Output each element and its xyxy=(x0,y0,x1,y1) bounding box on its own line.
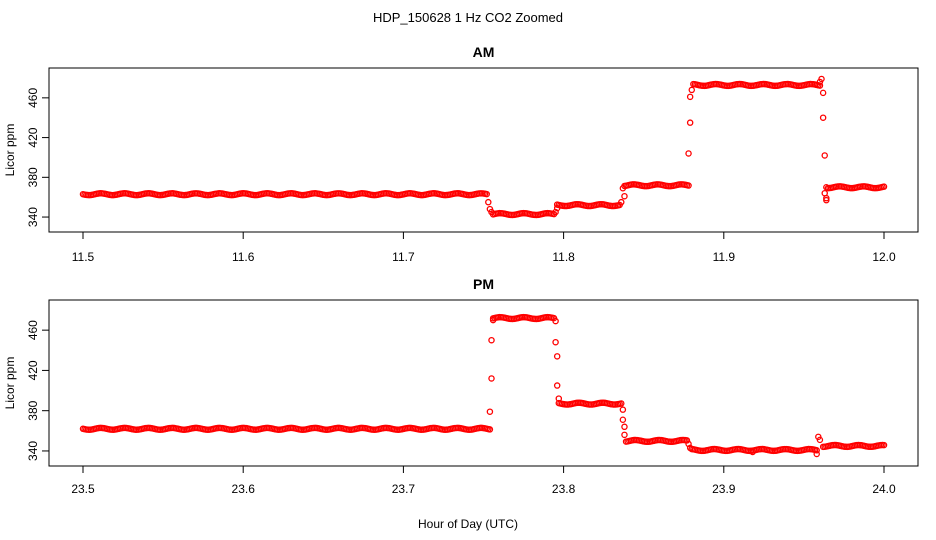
pm-x-tick-label: 23.7 xyxy=(392,482,416,496)
pm-data-point xyxy=(488,375,495,382)
pm-data-point xyxy=(488,336,495,344)
pm-panel: PM 23.5 23.6 23.7 23.8 23.9 24.0 340 380 420 460 Li… xyxy=(3,276,919,496)
pm-x-tick-label: 24.0 xyxy=(872,482,896,496)
pm-data-point xyxy=(552,338,559,346)
pm-plateau-point xyxy=(813,447,820,454)
pm-data-point xyxy=(486,408,494,415)
am-data-point xyxy=(819,114,827,121)
pm-plateau-point xyxy=(618,400,625,407)
pm-panel-title: PM xyxy=(473,276,494,292)
am-data-point xyxy=(818,75,825,83)
pm-data-point xyxy=(816,436,824,444)
am-plateau-point xyxy=(483,190,490,198)
am-data-point xyxy=(686,119,694,126)
am-data-point xyxy=(688,86,696,94)
pm-data-point xyxy=(621,431,628,439)
pm-data-point xyxy=(621,423,628,431)
pm-data-point xyxy=(686,444,694,452)
pm-data-point xyxy=(555,395,563,402)
am-y-axis-label: Licor ppm xyxy=(3,124,17,177)
am-data-point xyxy=(619,184,627,192)
am-plateau-point xyxy=(816,82,824,89)
am-x-tick-label: 11.5 xyxy=(72,250,95,264)
am-x-tick-label: 11.8 xyxy=(552,250,575,264)
pm-data-point xyxy=(553,382,561,389)
am-x-tick-label: 11.9 xyxy=(713,250,736,264)
am-data-point xyxy=(621,192,628,200)
pm-data-point xyxy=(749,448,756,456)
pm-x-tick-label: 23.5 xyxy=(71,482,95,496)
am-data-point xyxy=(488,208,495,216)
figure-title: HDP_150628 1 Hz CO2 Zoomed xyxy=(373,10,563,25)
am-data-point xyxy=(618,198,625,206)
pm-data-point xyxy=(553,353,561,360)
am-data-point xyxy=(823,194,830,202)
am-plateau-point xyxy=(685,182,692,189)
am-data-point xyxy=(821,152,828,159)
am-data-points xyxy=(79,75,888,219)
pm-x-tick-label: 23.9 xyxy=(712,482,736,496)
pm-plateau-point xyxy=(486,426,494,433)
pm-y-tick-label: 380 xyxy=(26,400,40,420)
pm-plateau-point xyxy=(880,441,888,449)
am-y-tick-label: 460 xyxy=(26,88,40,108)
am-plot-frame xyxy=(48,67,919,233)
pm-y-tick-label: 460 xyxy=(26,320,40,340)
pm-y-axis-label: Licor ppm xyxy=(3,357,17,410)
pm-data-points xyxy=(79,313,888,458)
am-data-point xyxy=(685,150,692,157)
am-y-tick-label: 340 xyxy=(26,207,40,227)
pm-x-tick-label: 23.6 xyxy=(232,482,256,496)
pm-data-point xyxy=(619,416,627,423)
pm-x-tick-label: 23.8 xyxy=(552,482,576,496)
am-data-point xyxy=(553,204,561,212)
am-data-point xyxy=(485,198,492,206)
pm-data-point xyxy=(489,316,497,324)
pm-data-point xyxy=(813,450,820,458)
am-data-point xyxy=(823,196,830,204)
am-x-tick-label: 11.6 xyxy=(232,250,255,264)
pm-data-point xyxy=(619,406,627,413)
x-axis-label: Hour of Day (UTC) xyxy=(418,517,518,531)
am-panel-title: AM xyxy=(473,44,495,60)
am-data-point xyxy=(823,183,830,191)
pm-plot-frame xyxy=(48,299,919,467)
am-panel: AM 11.5 11.6 11.7 11.8 11.9 12.0 340 380 420 460 Li… xyxy=(3,44,919,264)
am-x-tick-label: 11.7 xyxy=(392,250,415,264)
pm-y-tick-label: 340 xyxy=(26,441,40,461)
am-data-point xyxy=(819,89,827,97)
am-x-tick-label: 12.0 xyxy=(872,250,896,264)
am-y-tick-label: 420 xyxy=(26,127,40,147)
am-data-point xyxy=(686,93,694,101)
am-plateau-point xyxy=(880,183,888,190)
pm-plateau-point xyxy=(683,437,691,444)
pm-data-point xyxy=(552,317,559,325)
pm-y-tick-label: 420 xyxy=(26,360,40,380)
am-y-tick-label: 380 xyxy=(26,167,40,187)
